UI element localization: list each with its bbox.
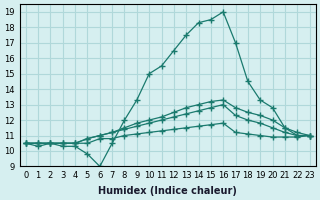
X-axis label: Humidex (Indice chaleur): Humidex (Indice chaleur) [98, 186, 237, 196]
